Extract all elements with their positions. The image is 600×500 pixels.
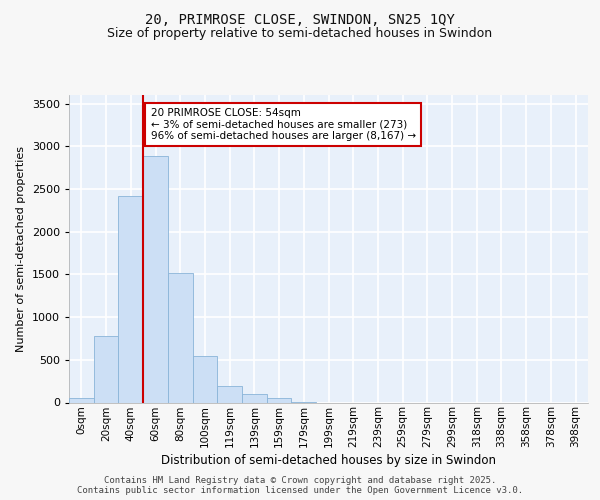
Bar (69, 398, 94, 402)
Text: Contains HM Land Registry data © Crown copyright and database right 2025.
Contai: Contains HM Land Registry data © Crown c… (77, 476, 523, 495)
Bar (94, 336, 118, 402)
Text: Size of property relative to semi-detached houses in Swindon: Size of property relative to semi-detach… (107, 28, 493, 40)
Bar (217, 386, 242, 402)
X-axis label: Distribution of semi-detached houses by size in Swindon: Distribution of semi-detached houses by … (161, 454, 496, 468)
Y-axis label: Number of semi-detached properties: Number of semi-detached properties (16, 146, 26, 352)
Bar (242, 394, 267, 402)
Text: 20, PRIMROSE CLOSE, SWINDON, SN25 1QY: 20, PRIMROSE CLOSE, SWINDON, SN25 1QY (145, 12, 455, 26)
Bar (143, 156, 168, 402)
Bar (168, 272, 193, 402)
Bar (193, 356, 217, 403)
Text: 20 PRIMROSE CLOSE: 54sqm
← 3% of semi-detached houses are smaller (273)
96% of s: 20 PRIMROSE CLOSE: 54sqm ← 3% of semi-de… (151, 108, 416, 141)
Bar (118, 196, 143, 402)
Bar (267, 398, 292, 402)
